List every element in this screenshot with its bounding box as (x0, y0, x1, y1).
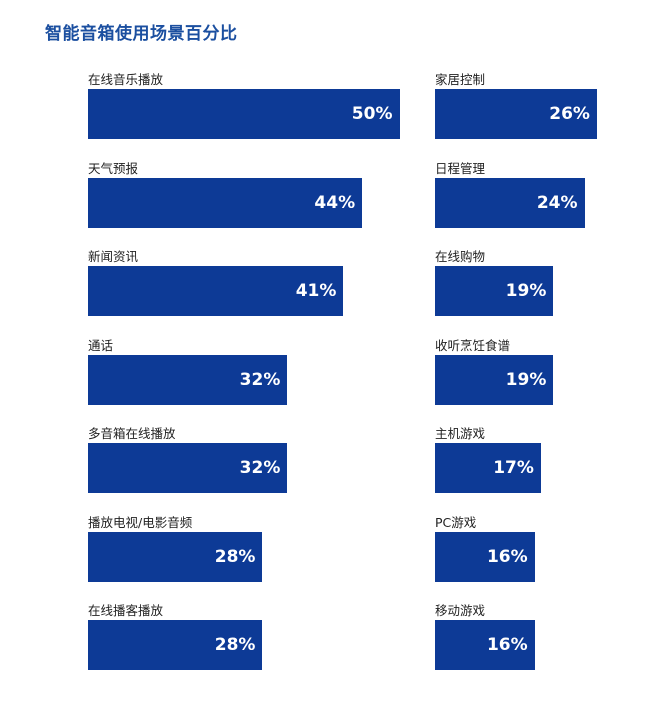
category-label: 在线购物 (435, 249, 486, 264)
bar: 28% (88, 531, 263, 582)
data-label: 24% (536, 192, 578, 213)
category-label: PC游戏 (435, 514, 477, 530)
category-label: 在线播客播放 (88, 603, 164, 618)
category-label: 家居控制 (435, 72, 486, 87)
data-label: 32% (239, 369, 281, 390)
bar: 24% (435, 177, 585, 228)
bar: 50% (88, 89, 400, 139)
bar: 16% (435, 620, 535, 670)
data-label: 19% (505, 369, 547, 390)
data-label: 26% (549, 104, 590, 124)
data-label: 32% (239, 458, 281, 478)
bar: 32% (88, 354, 288, 405)
category-label: 移动游戏 (435, 603, 486, 618)
category-label: 主机游戏 (435, 426, 486, 441)
chart-title: 智能音箱使用场景百分比 (45, 24, 238, 44)
data-label: 17% (493, 458, 534, 478)
data-label: 50% (351, 104, 393, 124)
category-label: 通话 (88, 337, 114, 353)
data-label: 28% (214, 635, 256, 655)
bar: 28% (88, 620, 263, 670)
bar: 44% (88, 177, 363, 228)
category-label: 多音箱在线播放 (88, 426, 176, 441)
data-label: 16% (486, 546, 528, 567)
bar: 16% (435, 531, 535, 582)
bar: 19% (435, 266, 554, 316)
bar: 41% (88, 266, 344, 316)
category-label: 播放电视/电影音频 (88, 514, 193, 530)
bar: 26% (435, 89, 597, 139)
bar: 19% (435, 354, 554, 405)
bar: 17% (435, 443, 541, 493)
category-label: 新闻资讯 (88, 249, 139, 264)
data-label: 41% (295, 281, 337, 301)
category-label: 收听烹饪食谱 (435, 337, 511, 353)
data-label: 19% (505, 281, 547, 301)
data-label: 16% (486, 635, 528, 655)
category-label: 日程管理 (435, 160, 486, 176)
category-label: 天气预报 (88, 160, 139, 176)
data-label: 44% (314, 192, 356, 213)
bar: 32% (88, 443, 288, 493)
data-label: 28% (214, 546, 256, 567)
category-label: 在线音乐播放 (88, 72, 164, 87)
